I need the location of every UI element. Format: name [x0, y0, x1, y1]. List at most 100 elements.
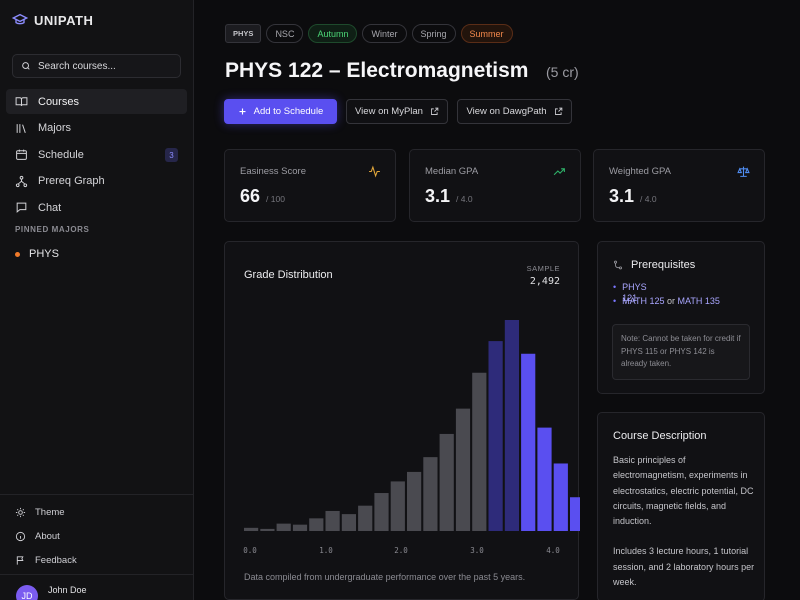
chart-bar[interactable] [488, 341, 503, 531]
graduation-cap-icon [12, 13, 28, 25]
x-tick-label: 0.0 [243, 546, 257, 555]
sample-value: 2,492 [529, 276, 560, 287]
avatar: JD [16, 585, 38, 600]
chart-bar[interactable] [325, 510, 340, 531]
chart-bar[interactable] [292, 524, 308, 531]
footer-about[interactable]: About [0, 524, 194, 548]
git-branch-icon [614, 260, 622, 270]
nav-item-majors[interactable]: Majors [6, 116, 187, 141]
nav-item-courses[interactable]: Courses [6, 89, 187, 114]
calendar-icon [16, 149, 27, 160]
footer-label: About [35, 530, 60, 542]
sidebar: UNIPATH Courses Majors Schedule 3 Prere [0, 0, 194, 600]
description-paragraph: Basic principles of electromagnetism, ex… [613, 455, 754, 527]
chart-bar[interactable] [260, 528, 275, 531]
search-icon [22, 62, 30, 70]
sample-label: SAMPLE [526, 264, 560, 273]
x-tick-label: 4.0 [546, 546, 560, 555]
prereq-options: MATH 125 or MATH 135 [622, 296, 720, 307]
chart-bar[interactable] [504, 320, 519, 531]
add-to-schedule-button[interactable]: Add to Schedule [224, 99, 337, 124]
prerequisite-note: Note: Cannot be taken for credit if PHYS… [612, 324, 750, 380]
footer-theme[interactable]: Theme [0, 500, 194, 524]
library-icon [16, 123, 26, 133]
chart-bar[interactable] [276, 523, 291, 531]
stat-value: 66 [240, 186, 261, 206]
prerequisites-header: Prerequisites [613, 259, 695, 271]
search-box[interactable] [12, 54, 181, 78]
chart-bar[interactable] [570, 497, 580, 531]
graph-icon [15, 175, 28, 187]
x-tick-label: 2.0 [394, 546, 408, 555]
chart-bar[interactable] [358, 505, 373, 531]
plus-icon [239, 108, 246, 115]
prerequisite-item[interactable]: • PHYS 121 [613, 282, 753, 304]
stat-card-easiness: Easiness Score 66 / 100 [224, 149, 396, 222]
chart-bar[interactable] [472, 372, 487, 531]
tag-nsc: NSC [266, 24, 304, 43]
sidebar-footer: Theme About Feedback [0, 494, 194, 572]
prereq-link[interactable]: MATH 125 [622, 296, 665, 306]
chart-bar[interactable] [439, 433, 454, 531]
brand[interactable]: UNIPATH [12, 12, 93, 28]
pinned-major-phys[interactable]: PHYS [15, 248, 59, 260]
chart-bar[interactable] [455, 408, 471, 531]
chart-bar[interactable] [244, 527, 259, 531]
chart-bar[interactable] [537, 427, 552, 531]
bullet: • [613, 282, 617, 292]
prerequisites-card: Prerequisites • PHYS 121 • MATH 125 or M… [597, 241, 765, 394]
button-label: View on MyPlan [355, 106, 423, 117]
stat-value: 3.1 [609, 186, 635, 206]
chart-bar[interactable] [521, 353, 536, 531]
search-input[interactable] [38, 60, 168, 72]
tag-summer: Summer [460, 24, 513, 43]
page-title: PHYS 122 – Electromagnetism [225, 59, 529, 82]
external-link-icon [554, 107, 562, 115]
chart-note: Data compiled from undergraduate perform… [244, 572, 526, 582]
nav-item-schedule[interactable]: Schedule 3 [6, 142, 187, 167]
prerequisite-list: • PHYS 121 • MATH 125 or MATH 135 [613, 282, 753, 313]
prereq-or: or [664, 296, 678, 306]
tag-spring: Spring [411, 24, 456, 43]
stat-sub: / 4.0 [456, 194, 473, 204]
stat-label: Median GPA [425, 166, 479, 177]
chart-bar[interactable] [309, 518, 324, 531]
course-credits: (5 cr) [546, 64, 579, 80]
prereq-link[interactable]: PHYS 121 [622, 282, 647, 303]
prerequisite-item: • MATH 125 or MATH 135 [613, 296, 753, 307]
chart-bar[interactable] [423, 457, 438, 531]
view-on-dawgpath-button[interactable]: View on DawgPath [457, 99, 572, 124]
tag-winter: Winter [362, 24, 407, 43]
footer-feedback[interactable]: Feedback [0, 548, 194, 572]
main-nav: Courses Majors Schedule 3 Prereq Graph C… [6, 89, 187, 222]
description-header: Course Description [613, 430, 707, 442]
pinned-dot [15, 251, 20, 257]
tag-autumn: Autumn [308, 24, 358, 43]
grade-distribution-chart: 0.0 1.0 2.0 3.0 4.0 [243, 320, 580, 555]
nav-item-prereq-graph[interactable]: Prereq Graph [6, 169, 187, 194]
nav-label: Chat [38, 201, 62, 214]
stat-value: 3.1 [425, 186, 451, 206]
chart-bar[interactable] [390, 481, 405, 531]
stat-card-median-gpa: Median GPA 3.1 / 4.0 [409, 149, 581, 222]
stat-label: Easiness Score [240, 166, 307, 177]
stat-value-wrap: 66 / 100 [240, 186, 285, 207]
nav-item-chat[interactable]: Chat [6, 195, 187, 220]
scale-icon [737, 166, 750, 177]
chart-bar[interactable] [407, 471, 422, 531]
user-profile[interactable]: JD John Doe [0, 574, 194, 600]
view-on-myplan-button[interactable]: View on MyPlan [346, 99, 448, 124]
nav-label: Prereq Graph [38, 175, 105, 187]
course-description-card: Course Description Basic principles of e… [597, 412, 765, 600]
prereq-link[interactable]: MATH 135 [677, 296, 720, 306]
stat-value-wrap: 3.1 / 4.0 [609, 186, 657, 207]
stat-sub: / 100 [266, 194, 285, 204]
chart-bar[interactable] [553, 463, 568, 531]
button-label: View on DawgPath [466, 106, 547, 117]
pinned-label: PHYS [29, 248, 59, 260]
chart-bar[interactable] [374, 493, 389, 531]
schedule-count-badge: 3 [165, 148, 178, 162]
prerequisites-title: Prerequisites [631, 259, 696, 271]
chart-bar[interactable] [341, 514, 356, 531]
